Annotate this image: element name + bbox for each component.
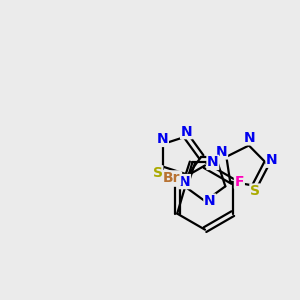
- Text: N: N: [266, 153, 278, 167]
- Text: N: N: [244, 131, 256, 145]
- Text: F: F: [235, 175, 244, 188]
- Text: Br: Br: [163, 171, 181, 185]
- Text: F: F: [235, 174, 244, 188]
- Text: N: N: [204, 194, 216, 208]
- Text: N: N: [181, 124, 192, 139]
- Text: N: N: [179, 175, 190, 189]
- Text: S: S: [250, 184, 260, 198]
- Text: N: N: [216, 145, 227, 159]
- Text: S: S: [153, 166, 163, 180]
- Text: N: N: [157, 132, 168, 146]
- Text: N: N: [207, 155, 219, 170]
- Text: Br: Br: [164, 172, 182, 186]
